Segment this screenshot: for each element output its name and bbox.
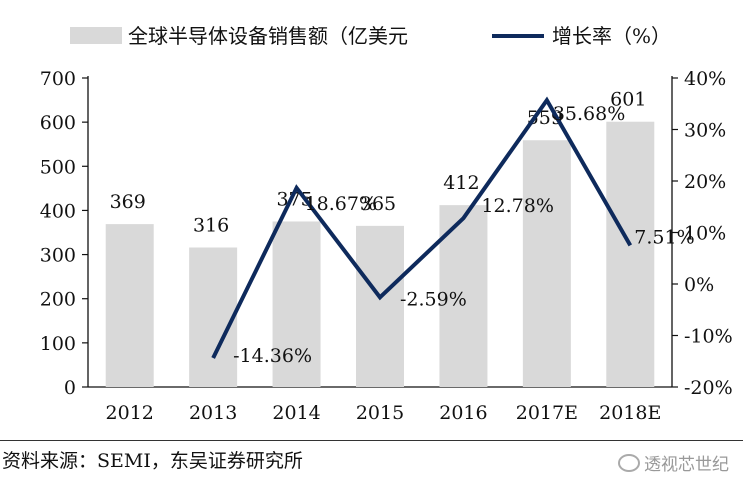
x-tick-label: 2016 <box>439 402 487 424</box>
source-divider <box>0 440 743 477</box>
line-value-label: 18.67% <box>305 193 377 215</box>
bar-value-label: 316 <box>193 215 229 237</box>
right-tick-label: 40% <box>684 68 726 90</box>
x-tick-label: 2018E <box>599 402 661 424</box>
right-tick-label: 20% <box>684 171 726 193</box>
bar-value-label: 601 <box>610 89 646 111</box>
right-tick-label: 10% <box>684 223 726 245</box>
bar-value-label: 369 <box>110 191 146 213</box>
x-tick-label: 2012 <box>106 402 154 424</box>
left-tick-label: 400 <box>40 200 76 222</box>
line-value-label: 35.68% <box>553 103 625 125</box>
right-tick-label: -20% <box>684 377 733 399</box>
growth-line <box>211 96 633 359</box>
left-tick-label: 200 <box>40 289 76 311</box>
left-tick-label: 300 <box>40 245 76 267</box>
bar <box>189 247 238 387</box>
bar <box>522 140 571 387</box>
left-tick-label: 700 <box>40 68 76 90</box>
bar <box>606 121 655 388</box>
line-value-label: 7.51% <box>634 226 694 248</box>
left-tick-label: 600 <box>40 112 76 134</box>
left-tick-label: 100 <box>40 333 76 355</box>
line-value-label: -14.36% <box>233 345 312 367</box>
x-tick-label: 2017E <box>516 402 578 424</box>
legend-bar-swatch <box>70 27 122 44</box>
wechat-icon <box>618 453 640 472</box>
bar-value-label: 412 <box>443 172 479 194</box>
right-tick-label: 30% <box>684 120 726 142</box>
x-tick-label: 2014 <box>272 402 320 424</box>
left-tick-label: 0 <box>64 377 76 399</box>
x-tick-label: 2015 <box>356 402 404 424</box>
left-tick-label: 500 <box>40 156 76 178</box>
source-note: 资料来源：SEMI，东吴证券研究所 <box>2 450 303 472</box>
line-value-label: 12.78% <box>481 195 553 217</box>
bar <box>356 225 404 387</box>
legend-bar-label: 全球半导体设备销售额（亿美元 <box>128 24 408 48</box>
bar <box>272 221 321 387</box>
watermark-text: 透视芯世纪 <box>644 455 729 475</box>
right-tick-label: 0% <box>684 274 714 296</box>
line-value-label: -2.59% <box>400 288 467 310</box>
bar-value-label: 365 <box>360 193 396 215</box>
x-tick-label: 2013 <box>189 402 237 424</box>
bar <box>105 224 154 387</box>
watermark: 透视芯世纪 <box>618 450 729 475</box>
legend-line-label: 增长率（%） <box>552 24 671 48</box>
right-tick-label: -10% <box>684 326 733 348</box>
